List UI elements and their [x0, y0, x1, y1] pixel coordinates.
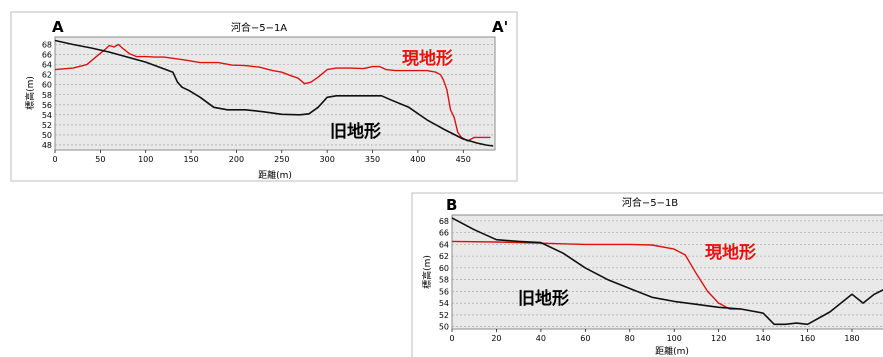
x-tick-label: 100 — [667, 334, 682, 343]
chart-a-end-label: A' — [492, 18, 508, 36]
chart-b-start-label: B — [446, 196, 457, 214]
chart-b-x-ticks: 0204060801001201401601802 — [449, 329, 860, 343]
chart-a-y-axis-label: 標高(m) — [24, 76, 36, 110]
y-tick-label: 52 — [439, 311, 449, 320]
series-line-old-terrain — [54, 39, 494, 147]
chart-b-grid — [452, 220, 883, 327]
x-tick-label: 80 — [625, 334, 635, 343]
x-tick-label: 60 — [580, 334, 590, 343]
chart-a-legend-old-terrain: 旧地形 — [330, 121, 381, 142]
x-tick-label: 0 — [449, 334, 454, 343]
chart-a-start-label: A — [52, 18, 64, 36]
chart-b-y-axis-label: 標高(m) — [421, 255, 433, 289]
y-tick-label: 48 — [42, 141, 52, 150]
y-tick-label: 66 — [439, 229, 449, 238]
x-tick-label: 20 — [491, 334, 501, 343]
chart-b-series — [451, 217, 883, 326]
x-tick-label: 150 — [183, 155, 198, 164]
x-tick-label: 400 — [410, 155, 425, 164]
y-tick-label: 64 — [439, 240, 449, 249]
chart-a-grid — [55, 44, 495, 146]
x-tick-label: 180 — [844, 334, 859, 343]
x-tick-label: 100 — [138, 155, 153, 164]
x-tick-label: 120 — [711, 334, 726, 343]
chart-b: 50 52 54 56 58 60 62 64 66 68 0 20 40 60 80 100 120 140 1… — [411, 192, 883, 357]
chart-b-legend-old-terrain: 旧地形 — [518, 288, 569, 309]
chart-b-legend-current-terrain: 現地形 — [705, 242, 756, 263]
y-tick-label: 62 — [42, 71, 52, 80]
y-tick-label: 56 — [439, 287, 449, 296]
y-tick-label: 64 — [42, 61, 52, 70]
x-tick-label: 350 — [365, 155, 380, 164]
x-tick-label: 450 — [456, 155, 471, 164]
x-tick-label: 0 — [52, 155, 57, 164]
chart-b-plot-area — [451, 214, 883, 330]
chart-a-legend-current-terrain: 現地形 — [402, 48, 453, 69]
y-tick-label: 60 — [42, 81, 52, 90]
chart-a-plot-area — [54, 36, 496, 151]
y-tick-label: 50 — [439, 323, 449, 332]
y-tick-label: 54 — [42, 111, 52, 120]
x-tick-label: 160 — [800, 334, 815, 343]
chart-b-y-ticks: 50 52 54 56 58 60 62 64 66 68 — [439, 217, 449, 332]
chart-b-title: 河合−5−1B — [622, 196, 678, 209]
y-tick-label: 52 — [42, 121, 52, 130]
chart-a-x-axis-label: 距離(m) — [258, 169, 292, 181]
x-tick-label: 50 — [95, 155, 105, 164]
y-tick-label: 60 — [439, 264, 449, 273]
y-tick-label: 50 — [42, 131, 52, 140]
x-tick-label: 300 — [320, 155, 335, 164]
y-tick-label: 62 — [439, 252, 449, 261]
chart-b-x-axis-label: 距離(m) — [655, 345, 689, 357]
y-tick-label: 56 — [42, 101, 52, 110]
x-tick-label: 200 — [229, 155, 244, 164]
chart-a-series — [54, 39, 494, 147]
chart-a-title: 河合−5−1A — [231, 21, 287, 34]
x-tick-label: 40 — [536, 334, 546, 343]
chart-a-x-ticks: 0 50 100 150 200 250 300 350 400 450 — [52, 150, 471, 164]
y-tick-label: 58 — [439, 276, 449, 285]
series-line-old-terrain — [451, 217, 883, 326]
y-tick-label: 68 — [42, 41, 52, 50]
x-tick-label: 250 — [274, 155, 289, 164]
x-tick-label: 140 — [755, 334, 770, 343]
y-tick-label: 68 — [439, 217, 449, 226]
series-line-current-terrain — [54, 43, 491, 142]
y-tick-label: 54 — [439, 299, 449, 308]
y-tick-label: 58 — [42, 91, 52, 100]
y-tick-label: 66 — [42, 51, 52, 60]
